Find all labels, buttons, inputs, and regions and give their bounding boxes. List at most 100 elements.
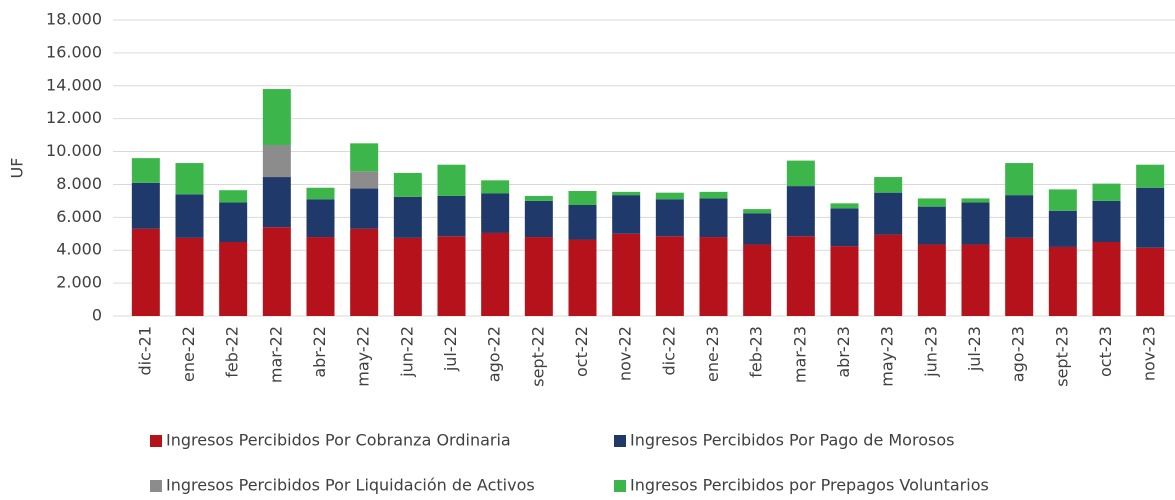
y-axis-title: UF xyxy=(8,158,27,179)
bar-segment xyxy=(830,203,859,209)
bar-segment xyxy=(699,237,728,316)
x-tick-label: sept-22 xyxy=(528,326,547,387)
bar-segment xyxy=(961,244,990,316)
bar-segment xyxy=(481,232,510,316)
bar-segment xyxy=(1092,183,1121,201)
bar-segment xyxy=(655,192,684,200)
x-tick-label: may-23 xyxy=(878,326,897,387)
y-tick-label: 0 xyxy=(92,306,102,325)
bar-segment xyxy=(219,202,248,242)
y-tick-label: 14.000 xyxy=(46,75,102,94)
bar-segment xyxy=(524,200,553,238)
bar-segment xyxy=(1048,210,1077,247)
bar-segment xyxy=(393,237,422,316)
bar-segment xyxy=(481,193,510,233)
bar-segment xyxy=(874,234,903,316)
bar-segment xyxy=(917,206,946,245)
bar-segment xyxy=(786,236,815,316)
bar-segment xyxy=(306,187,335,200)
bar-segment xyxy=(219,190,248,203)
bar-segment xyxy=(437,236,466,316)
bar-segment xyxy=(350,171,379,189)
y-tick-label: 12.000 xyxy=(46,108,102,127)
bar-segment xyxy=(175,194,204,238)
bar-segment xyxy=(175,163,204,195)
bar-segment xyxy=(655,236,684,316)
bar-segment xyxy=(306,199,335,238)
bar-segment xyxy=(262,227,291,316)
x-tick-label: ago-22 xyxy=(485,326,504,382)
bar-segment xyxy=(437,195,466,237)
bar-segment xyxy=(1136,187,1165,248)
legend-label: Ingresos Percibidos Por Liquidación de A… xyxy=(166,476,535,495)
x-tick-label: jun-22 xyxy=(397,326,416,378)
bar-segment xyxy=(699,198,728,238)
x-tick-label: dic-21 xyxy=(135,326,154,376)
bar-segment xyxy=(1005,237,1034,316)
bar-segment xyxy=(131,182,160,229)
bar-segment xyxy=(568,191,597,205)
bar-segment xyxy=(1136,247,1165,316)
x-tick-label: abr-22 xyxy=(310,326,329,378)
legend-label: Ingresos Percibidos Por Cobranza Ordinar… xyxy=(166,431,511,450)
legend-swatch xyxy=(150,480,162,492)
bar-segment xyxy=(350,188,379,229)
bar-segment xyxy=(262,177,291,228)
y-tick-label: 2.000 xyxy=(56,273,102,292)
bar-segment xyxy=(393,196,422,238)
bar-segment xyxy=(1005,195,1034,238)
y-tick-label: 18.000 xyxy=(46,10,102,29)
bar-segment xyxy=(743,213,772,245)
bar-segment xyxy=(1092,200,1121,242)
x-tick-label: ene-23 xyxy=(703,326,722,382)
x-tick-label: jun-23 xyxy=(921,326,940,378)
y-tick-label: 6.000 xyxy=(56,207,102,226)
x-tick-label: mar-23 xyxy=(790,326,809,383)
y-tick-label: 16.000 xyxy=(46,42,102,61)
x-tick-label: ene-22 xyxy=(179,326,198,382)
bar-segment xyxy=(568,239,597,316)
x-tick-label: abr-23 xyxy=(834,326,853,378)
y-tick-label: 8.000 xyxy=(56,174,102,193)
bar-segment xyxy=(743,209,772,214)
bar-segment xyxy=(612,195,641,234)
bar-segment xyxy=(524,237,553,316)
bar-segment xyxy=(786,160,815,187)
x-tick-label: dic-22 xyxy=(659,326,678,376)
bar-segment xyxy=(612,191,641,196)
x-tick-label: nov-22 xyxy=(616,326,635,381)
bar-segment xyxy=(350,228,379,316)
bar-segment xyxy=(350,143,379,172)
bar-segment xyxy=(481,180,510,194)
bar-segment xyxy=(1136,164,1165,188)
bar-segment xyxy=(306,237,335,316)
bar-segment xyxy=(830,208,859,247)
bar-segment xyxy=(1048,189,1077,211)
bar-segment xyxy=(917,198,946,207)
bar-segment xyxy=(437,164,466,196)
bar-segment xyxy=(1048,246,1077,316)
x-tick-label: sept-23 xyxy=(1052,326,1071,387)
bar-segment xyxy=(568,205,597,240)
legend-label: Ingresos Percibidos Por Pago de Morosos xyxy=(630,431,954,450)
bar-segment xyxy=(524,195,553,201)
x-tick-label: jul-22 xyxy=(441,326,460,372)
x-tick-label: oct-22 xyxy=(572,326,591,377)
x-tick-label: ago-23 xyxy=(1009,326,1028,382)
bar-segment xyxy=(175,237,204,316)
x-tick-label: nov-23 xyxy=(1140,326,1159,381)
bar-segment xyxy=(874,177,903,193)
x-tick-label: oct-23 xyxy=(1096,326,1115,377)
bar-segment xyxy=(393,172,422,197)
bar-segment xyxy=(830,246,859,316)
bar-segment xyxy=(786,186,815,237)
x-tick-label: feb-22 xyxy=(223,326,242,378)
bar-segment xyxy=(612,233,641,316)
bar-segment xyxy=(917,244,946,316)
bar-segment xyxy=(655,199,684,237)
bar-segment xyxy=(874,192,903,235)
bar-segment xyxy=(961,198,990,203)
bar-segment xyxy=(131,228,160,316)
